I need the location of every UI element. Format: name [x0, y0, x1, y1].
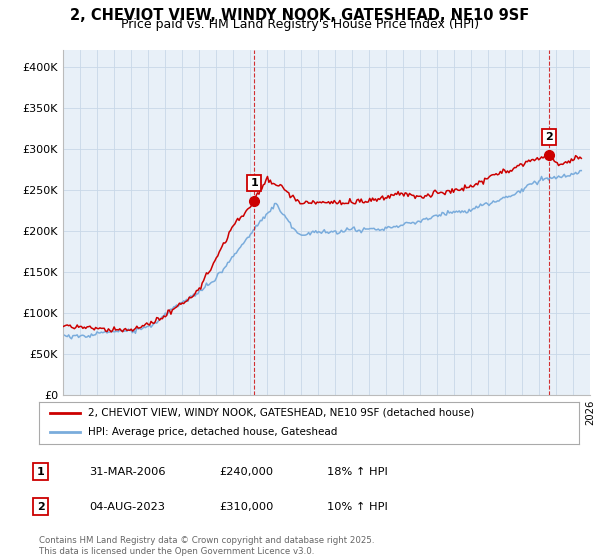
Text: Price paid vs. HM Land Registry's House Price Index (HPI): Price paid vs. HM Land Registry's House …: [121, 18, 479, 31]
Text: HPI: Average price, detached house, Gateshead: HPI: Average price, detached house, Gate…: [88, 427, 337, 437]
Text: 31-MAR-2006: 31-MAR-2006: [89, 466, 166, 477]
Text: £240,000: £240,000: [219, 466, 273, 477]
Text: 10% ↑ HPI: 10% ↑ HPI: [327, 502, 388, 512]
Text: 2, CHEVIOT VIEW, WINDY NOOK, GATESHEAD, NE10 9SF (detached house): 2, CHEVIOT VIEW, WINDY NOOK, GATESHEAD, …: [88, 408, 474, 418]
Text: 18% ↑ HPI: 18% ↑ HPI: [327, 466, 388, 477]
Text: Contains HM Land Registry data © Crown copyright and database right 2025.
This d: Contains HM Land Registry data © Crown c…: [39, 536, 374, 556]
Text: £310,000: £310,000: [219, 502, 274, 512]
Text: 2, CHEVIOT VIEW, WINDY NOOK, GATESHEAD, NE10 9SF: 2, CHEVIOT VIEW, WINDY NOOK, GATESHEAD, …: [70, 8, 530, 24]
Text: 1: 1: [37, 466, 44, 477]
Text: 2: 2: [545, 132, 553, 142]
Text: 2: 2: [37, 502, 44, 512]
Text: 04-AUG-2023: 04-AUG-2023: [89, 502, 165, 512]
Text: 1: 1: [250, 178, 258, 188]
